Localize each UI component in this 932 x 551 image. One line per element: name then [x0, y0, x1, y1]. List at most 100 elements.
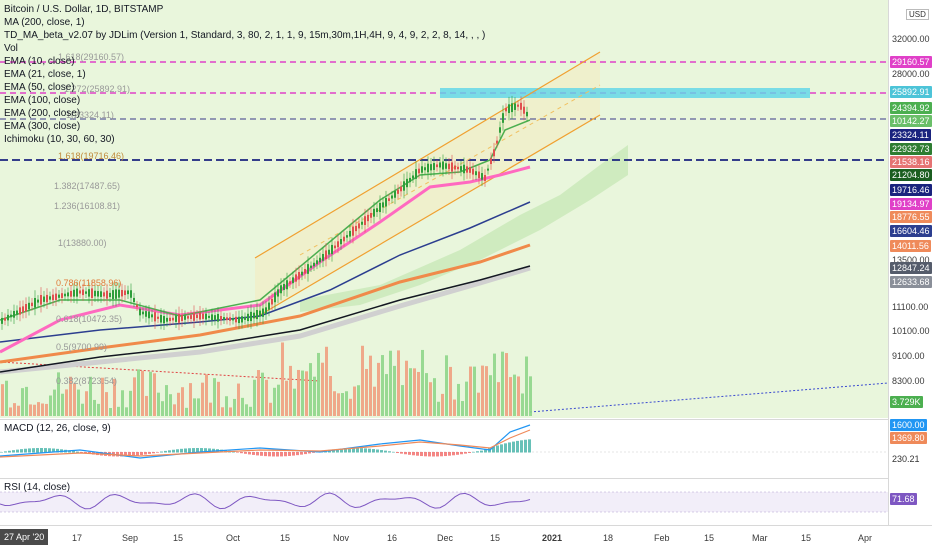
macd-histogram-bar — [248, 452, 251, 455]
macd-histogram-bar — [148, 452, 151, 454]
volume-bar — [281, 342, 284, 416]
candle-body — [190, 315, 192, 319]
candle-body — [445, 163, 447, 169]
legend-ma200[interactable]: MA (200, close, 1) — [4, 17, 85, 28]
candle-body — [361, 221, 363, 225]
legend-ema21[interactable]: EMA (21, close, 1) — [4, 69, 86, 80]
macd-histogram-bar — [360, 448, 363, 453]
candle-body — [310, 265, 312, 268]
macd-histogram-bar — [452, 452, 455, 456]
volume-bar — [453, 399, 456, 416]
volume-bar — [373, 386, 376, 416]
candle-body — [415, 169, 417, 179]
candle-body — [181, 315, 183, 322]
price-chart-svg — [0, 51, 888, 416]
rsi-badge: 71.68 — [890, 493, 917, 505]
candle-body — [64, 293, 66, 297]
macd-histogram-bar — [340, 448, 343, 453]
volume-bar — [201, 382, 204, 416]
candle-body — [340, 239, 342, 245]
fib-label: 1.272(25892.91) — [64, 84, 131, 94]
macd-histogram-bar — [44, 448, 47, 453]
candle-body — [220, 316, 222, 321]
rsi-pane[interactable]: RSI (14, close) — [0, 478, 888, 526]
ichimoku-cloud — [300, 145, 628, 312]
macd-histogram-bar — [164, 450, 167, 453]
volume-bar — [9, 407, 12, 416]
volume-bar — [113, 379, 116, 416]
legend-ichimoku[interactable]: Ichimoku (10, 30, 60, 30) — [4, 134, 115, 145]
legend-ema10[interactable]: EMA (10, close) — [4, 56, 75, 67]
legend-ema50[interactable]: EMA (50, close) — [4, 82, 75, 93]
indicator-legend: Bitcoin / U.S. Dollar, 1D, BITSTAMP MA (… — [4, 3, 485, 146]
candle-body — [13, 310, 15, 318]
volume-bar — [145, 395, 148, 416]
volume-bar — [505, 353, 508, 416]
macd-histogram-bar — [440, 452, 443, 457]
volume-bar — [97, 403, 100, 416]
candle-body — [496, 140, 498, 144]
legend-ema100[interactable]: EMA (100, close) — [4, 95, 81, 106]
candle-body — [82, 289, 84, 296]
legend-ema200[interactable]: EMA (200, close) — [4, 108, 81, 119]
price-pane[interactable]: Bitcoin / U.S. Dollar, 1D, BITSTAMP MA (… — [0, 0, 888, 418]
volume-bar — [481, 365, 484, 416]
volume-bar — [349, 398, 352, 416]
price-badge: 12633.68 — [890, 276, 932, 288]
candle-body — [490, 158, 492, 165]
time-scale[interactable]: 27 Apr '20 17 Sep 15 Oct 15 Nov 16 Dec 1… — [0, 525, 932, 551]
legend-td-ma[interactable]: TD_MA_beta_v2.07 by JDLim (Version 1, St… — [4, 30, 486, 41]
candle-body — [172, 317, 174, 321]
legend-vol[interactable]: Vol — [4, 43, 18, 54]
macd-histogram-bar — [396, 452, 399, 454]
volume-bar — [509, 377, 512, 416]
macd-histogram-bar — [192, 448, 195, 453]
macd-histogram-bar — [280, 452, 283, 457]
volume-bar — [229, 407, 232, 416]
candle-body — [304, 268, 306, 274]
macd-histogram-bar — [200, 448, 203, 453]
candle-body — [457, 166, 459, 170]
candle-body — [373, 208, 375, 217]
macd-legend[interactable]: MACD (12, 26, close, 9) — [4, 423, 111, 434]
volume-bar — [313, 376, 316, 416]
volume-bar — [501, 351, 504, 416]
candle-body — [346, 235, 348, 238]
candle-body — [130, 290, 132, 298]
macd-histogram-bar — [432, 452, 435, 457]
macd-histogram-bar — [168, 450, 171, 453]
time-tick: 17 — [72, 533, 83, 543]
currency-badge[interactable]: USD — [906, 9, 929, 20]
macd-histogram-bar — [512, 441, 515, 453]
macd-line-badge: 1600.00 — [890, 419, 927, 431]
candle-body — [253, 312, 255, 319]
volume-bar — [261, 372, 264, 416]
macd-histogram-bar — [4, 451, 7, 453]
legend-ema300[interactable]: EMA (300, close) — [4, 121, 81, 132]
candle-body — [112, 290, 114, 299]
candle-body — [334, 245, 336, 249]
candle-body — [4, 317, 6, 321]
volume-bar — [525, 356, 528, 416]
price-scale[interactable]: USD 32000.00 28000.00 13500.00 11100.00 … — [888, 0, 932, 525]
candle-body — [274, 292, 276, 303]
candle-body — [160, 314, 162, 323]
symbol-title[interactable]: Bitcoin / U.S. Dollar, 1D, BITSTAMP — [4, 4, 164, 15]
rsi-legend[interactable]: RSI (14, close) — [4, 482, 71, 493]
price-badge: 14011.56 — [890, 240, 931, 252]
macd-histogram-bar — [384, 450, 387, 453]
price-badge: 10142.27 — [890, 115, 932, 127]
volume-bar — [389, 350, 392, 416]
volume-bar — [209, 402, 212, 416]
macd-pane[interactable]: MACD (12, 26, close, 9) — [0, 419, 888, 478]
price-badge: 29160.57 — [890, 56, 932, 68]
price-tick: 28000.00 — [892, 69, 930, 79]
volume-bar — [89, 376, 92, 416]
macd-histogram-bar — [436, 452, 439, 457]
candle-body — [283, 283, 285, 291]
volume-bar — [401, 385, 404, 416]
candle-body — [511, 103, 513, 113]
candle-body — [259, 310, 261, 317]
macd-histogram-bar — [80, 452, 83, 453]
